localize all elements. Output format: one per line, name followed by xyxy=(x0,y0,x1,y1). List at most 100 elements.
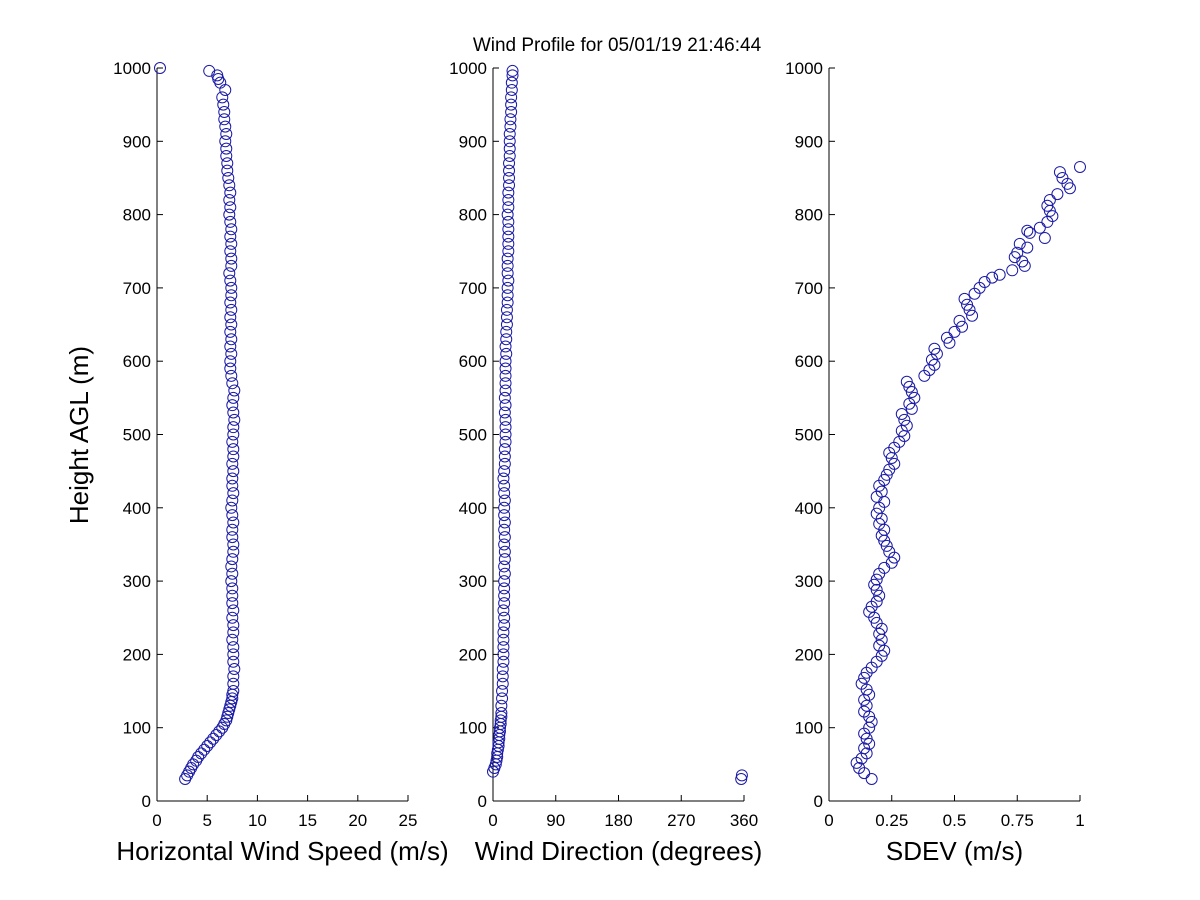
data-point xyxy=(1074,160,1086,173)
data-point xyxy=(227,685,240,698)
data-point xyxy=(498,501,511,514)
data-point xyxy=(201,740,214,753)
x-tick-label: 5 xyxy=(202,811,211,830)
data-point xyxy=(224,186,237,199)
data-point xyxy=(203,64,216,77)
data-point xyxy=(498,589,511,602)
data-point xyxy=(986,271,999,284)
data-point xyxy=(956,320,969,333)
data-point xyxy=(224,355,237,368)
data-point xyxy=(223,193,236,206)
data-point xyxy=(225,259,238,272)
y-tick-label: 200 xyxy=(123,645,151,664)
data-point xyxy=(940,331,953,344)
data-point xyxy=(496,677,509,690)
data-point xyxy=(226,435,239,448)
x-tick-label: 25 xyxy=(399,811,418,830)
x-tick-label: 180 xyxy=(604,811,632,830)
data-point xyxy=(501,281,514,294)
data-point xyxy=(225,318,238,331)
y-tick-label: 300 xyxy=(459,572,487,591)
data-point xyxy=(870,595,883,608)
data-point xyxy=(928,342,941,355)
data-point xyxy=(1041,199,1054,212)
data-point xyxy=(497,655,510,668)
data-point xyxy=(501,208,514,221)
data-point xyxy=(220,127,233,140)
data-point xyxy=(220,142,233,155)
data-point xyxy=(495,707,508,720)
data-point xyxy=(1033,221,1046,234)
data-point xyxy=(498,545,511,558)
data-point xyxy=(495,699,508,712)
data-point xyxy=(500,325,513,338)
data-point xyxy=(499,421,512,434)
data-point xyxy=(503,127,516,140)
y-axis-label: Height AGL (m) xyxy=(64,346,94,524)
y-tick-label: 900 xyxy=(459,132,487,151)
data-point xyxy=(225,252,238,265)
data-point xyxy=(224,215,237,228)
data-point xyxy=(499,362,512,375)
data-point xyxy=(226,523,239,536)
data-point xyxy=(498,391,511,404)
y-tick-label: 200 xyxy=(459,645,487,664)
data-point xyxy=(500,318,513,331)
data-point xyxy=(211,69,224,82)
data-point xyxy=(499,369,512,382)
data-point xyxy=(865,773,878,786)
data-point xyxy=(228,384,241,397)
y-tick-label: 100 xyxy=(795,719,823,738)
y-tick-label: 0 xyxy=(478,792,487,811)
data-point xyxy=(855,677,868,690)
data-point xyxy=(888,457,901,470)
x-tick-label: 0 xyxy=(488,811,497,830)
data-point xyxy=(225,223,238,236)
data-point xyxy=(227,538,240,551)
data-point xyxy=(204,736,217,749)
data-point xyxy=(900,419,913,432)
data-point xyxy=(883,545,896,558)
data-point xyxy=(227,487,240,500)
data-point xyxy=(498,531,511,544)
data-point xyxy=(500,311,513,324)
data-point xyxy=(226,582,239,595)
data-point xyxy=(213,725,226,738)
data-point xyxy=(497,641,510,654)
data-point xyxy=(875,485,888,498)
data-point xyxy=(219,83,232,96)
data-point xyxy=(498,516,511,529)
y-tick-label: 100 xyxy=(123,719,151,738)
data-point xyxy=(948,325,961,338)
data-point xyxy=(505,83,518,96)
data-point xyxy=(505,105,518,118)
data-point xyxy=(223,208,236,221)
y-tick-label: 400 xyxy=(795,499,823,518)
data-point xyxy=(210,729,223,742)
data-point xyxy=(221,710,234,723)
y-tick-label: 500 xyxy=(795,426,823,445)
data-point xyxy=(961,298,974,311)
data-point xyxy=(502,193,515,206)
data-point xyxy=(499,399,512,412)
data-point xyxy=(228,413,241,426)
data-point xyxy=(498,494,511,507)
x-axis-label: Wind Direction (degrees) xyxy=(475,836,763,866)
data-point xyxy=(222,171,235,184)
panel-2: 0 100 200 300 400 500 600 700 800 900 1000 0 90 180 27… xyxy=(449,59,762,866)
data-point xyxy=(494,714,507,727)
data-point xyxy=(224,201,237,214)
data-point xyxy=(503,164,516,177)
data-point xyxy=(498,443,511,456)
y-tick-label: 800 xyxy=(123,206,151,225)
data-point xyxy=(502,223,515,236)
data-point xyxy=(498,450,511,463)
data-point xyxy=(218,105,231,118)
data-point xyxy=(735,769,748,782)
data-point xyxy=(227,655,240,668)
data-point xyxy=(225,501,238,514)
data-point xyxy=(504,120,517,133)
data-point xyxy=(966,309,979,322)
data-point xyxy=(503,142,516,155)
data-point xyxy=(498,619,511,632)
